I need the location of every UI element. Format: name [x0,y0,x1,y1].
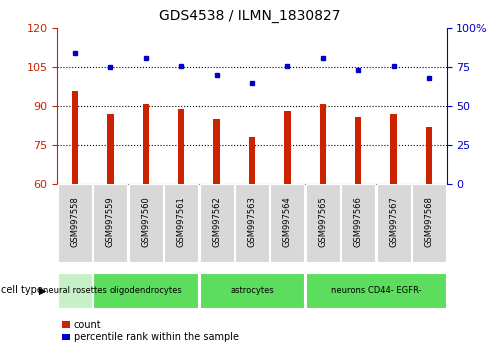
Bar [426,127,432,184]
Bar [284,112,290,184]
Text: GSM997567: GSM997567 [389,196,398,247]
Bar [129,184,163,262]
Text: neurons CD44- EGFR-: neurons CD44- EGFR- [331,286,421,295]
Text: GSM997561: GSM997561 [177,196,186,247]
Text: GSM997563: GSM997563 [248,196,256,247]
Bar [200,184,234,262]
Bar [306,273,446,308]
Text: GSM997558: GSM997558 [70,196,79,247]
Bar [235,184,269,262]
Bar [200,273,304,308]
Bar [58,273,92,308]
Bar [249,137,255,184]
Text: GSM997560: GSM997560 [141,196,150,247]
Bar [93,273,198,308]
Bar [412,184,446,262]
Text: GSM997559: GSM997559 [106,196,115,247]
Bar [270,184,304,262]
Text: GSM997565: GSM997565 [318,196,327,247]
Bar [143,104,149,184]
Text: neural rosettes: neural rosettes [43,286,107,295]
Text: ▶: ▶ [39,285,46,295]
Bar [306,184,340,262]
Bar [93,184,127,262]
Bar [58,184,92,262]
Text: oligodendrocytes: oligodendrocytes [109,286,182,295]
Legend: count, percentile rank within the sample: count, percentile rank within the sample [62,320,239,342]
Bar [164,184,198,262]
Bar [72,91,78,184]
Text: cell type: cell type [1,285,43,295]
Bar [319,104,326,184]
Bar [341,184,375,262]
Text: GDS4538 / ILMN_1830827: GDS4538 / ILMN_1830827 [159,9,340,23]
Text: GSM997566: GSM997566 [354,196,363,247]
Text: GSM997562: GSM997562 [212,196,221,247]
Bar [377,184,411,262]
Text: GSM997564: GSM997564 [283,196,292,247]
Bar [178,109,185,184]
Text: GSM997568: GSM997568 [425,196,434,247]
Bar [107,114,114,184]
Bar [390,114,397,184]
Text: astrocytes: astrocytes [230,286,274,295]
Bar [355,116,361,184]
Bar [214,119,220,184]
